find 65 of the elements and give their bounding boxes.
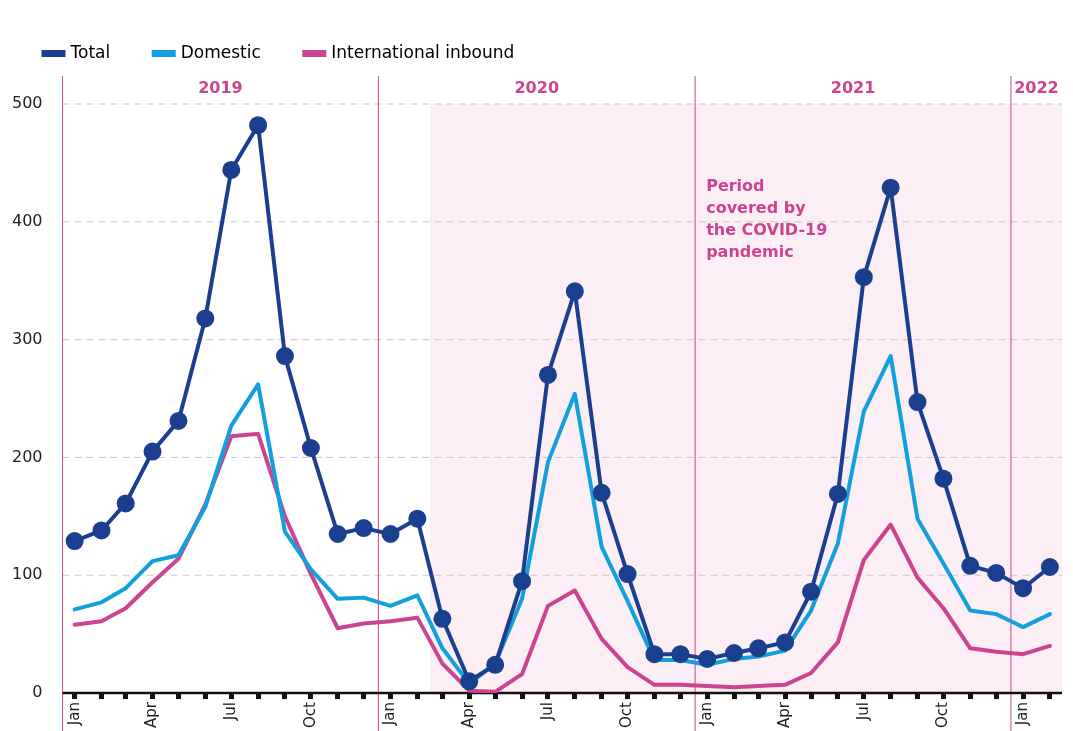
point — [143, 442, 162, 461]
point — [776, 633, 795, 652]
point — [328, 525, 347, 544]
legend-label: Domestic — [180, 41, 261, 62]
y-tick-label: 0 — [32, 682, 43, 702]
x-tick-label: Apr — [774, 701, 793, 728]
ref-line-label: 2020 — [514, 78, 560, 98]
point — [249, 116, 268, 135]
ref-line-label: 2019 — [198, 78, 243, 98]
x-tick-label: Apr — [459, 701, 478, 728]
point — [1040, 557, 1059, 576]
point — [749, 639, 768, 658]
point — [275, 347, 294, 366]
point — [934, 469, 953, 488]
point — [881, 178, 900, 197]
x-tick-label: Jan — [380, 702, 399, 727]
point — [354, 519, 373, 538]
point — [698, 649, 717, 668]
x-tick-label: Jul — [853, 702, 872, 722]
point — [513, 572, 532, 591]
x-tick-label: Oct — [300, 701, 319, 728]
ref-line-label: 2021 — [830, 78, 876, 98]
point — [486, 655, 505, 674]
point — [854, 268, 873, 287]
point — [116, 494, 135, 513]
point — [433, 609, 452, 628]
point — [460, 672, 479, 691]
point — [908, 393, 927, 412]
y-tick-label: 100 — [11, 564, 43, 584]
x-tick-label: Jul — [537, 702, 556, 722]
point — [828, 484, 847, 503]
y-tick-label: 300 — [11, 328, 43, 348]
y-tick-label: 200 — [11, 446, 43, 466]
x-tick-label: Jan — [64, 702, 83, 727]
point — [961, 556, 980, 575]
ref-line-label: 2022 — [1014, 78, 1059, 98]
point — [408, 509, 427, 528]
point — [381, 525, 400, 544]
y-tick-label: 400 — [11, 210, 43, 230]
point — [592, 483, 611, 502]
x-tick-label: Jul — [221, 702, 240, 722]
point — [802, 582, 821, 601]
x-tick-label: Oct — [933, 701, 952, 728]
point — [1014, 579, 1033, 598]
point — [618, 565, 637, 584]
x-tick-label: Apr — [142, 701, 161, 728]
legend-label: International inbound — [331, 41, 515, 62]
point — [92, 521, 111, 540]
point — [169, 411, 188, 430]
point — [301, 439, 320, 458]
y-tick-label: 500 — [11, 93, 43, 113]
point — [196, 309, 215, 328]
point — [222, 160, 241, 179]
point — [65, 532, 84, 551]
point — [565, 282, 584, 301]
x-tick-label: Jan — [697, 702, 716, 727]
point — [987, 563, 1006, 582]
band-label: Period covered by the COVID-19 pandemic — [706, 176, 828, 262]
point — [645, 645, 664, 664]
x-tick-label: Jan — [1012, 702, 1031, 727]
legend-label: Total — [69, 41, 111, 62]
point — [725, 644, 744, 662]
point — [671, 645, 690, 664]
point — [538, 365, 557, 384]
x-tick-label: Oct — [617, 701, 636, 728]
